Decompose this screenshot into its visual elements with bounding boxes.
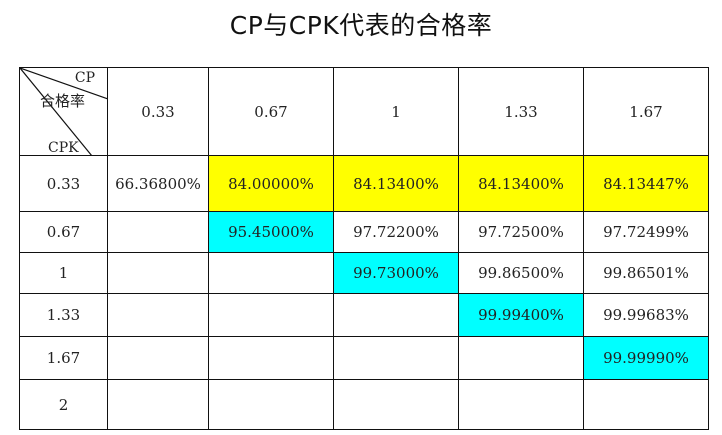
table-cell-highlight: 84.13400% <box>333 155 459 212</box>
column-header: 1.33 <box>458 67 584 156</box>
column-header: 1 <box>333 67 459 156</box>
table-cell <box>333 379 459 430</box>
table-cell <box>107 293 209 337</box>
table-cell-highlight: 99.99990% <box>583 336 709 380</box>
table-row: 1 99.73000% 99.86500% 99.86501% <box>19 252 709 294</box>
column-header: 1.67 <box>583 67 709 156</box>
table-cell-highlight: 99.73000% <box>333 252 459 294</box>
table-cell: 97.72200% <box>333 211 459 253</box>
page-title: CP与CPK代表的合格率 <box>229 11 493 40</box>
row-header: 0.33 <box>19 155 108 212</box>
row-header: 1.67 <box>19 336 108 380</box>
table-row: 1.67 99.99990% <box>19 336 709 380</box>
table-cell-highlight: 99.99400% <box>458 293 584 337</box>
table-cell <box>333 293 459 337</box>
corner-cpk-label: CPK <box>48 140 79 156</box>
row-header: 2 <box>19 379 108 430</box>
table-cell-highlight: 84.00000% <box>208 155 334 212</box>
header-row: CP 合格率 CPK 0.33 0.67 1 1.33 1.67 <box>19 67 709 156</box>
table-cell: 66.36800% <box>107 155 209 212</box>
corner-cell: CP 合格率 CPK <box>19 67 108 156</box>
table-cell <box>583 379 709 430</box>
table-cell: 97.72499% <box>583 211 709 253</box>
table-cell-highlight: 84.13447% <box>583 155 709 212</box>
table-cell <box>208 252 334 294</box>
table-row: 1.33 99.99400% 99.99683% <box>19 293 709 337</box>
row-header: 1 <box>19 252 108 294</box>
table-cell <box>107 336 209 380</box>
table-cell: 99.86500% <box>458 252 584 294</box>
cp-cpk-table: CP 合格率 CPK 0.33 0.67 1 1.33 1.67 0.33 66… <box>19 67 709 430</box>
table-cell <box>458 379 584 430</box>
row-header: 1.33 <box>19 293 108 337</box>
table-cell: 99.99683% <box>583 293 709 337</box>
row-header: 0.67 <box>19 211 108 253</box>
table-row: 0.33 66.36800% 84.00000% 84.13400% 84.13… <box>19 155 709 212</box>
column-header: 0.67 <box>208 67 334 156</box>
table-cell <box>107 379 209 430</box>
table-cell <box>208 293 334 337</box>
table-cell <box>107 252 209 294</box>
table-cell <box>107 211 209 253</box>
table-cell <box>208 379 334 430</box>
table-cell <box>333 336 459 380</box>
corner-rate-label: 合格率 <box>40 92 86 110</box>
table-cell-highlight: 95.45000% <box>208 211 334 253</box>
table-cell: 99.86501% <box>583 252 709 294</box>
diagonal-lines <box>20 68 107 155</box>
column-header: 0.33 <box>107 67 209 156</box>
table-cell: 97.72500% <box>458 211 584 253</box>
table-cell <box>208 336 334 380</box>
table-cell-highlight: 84.13400% <box>458 155 584 212</box>
corner-cp-label: CP <box>74 70 95 86</box>
table-cell <box>458 336 584 380</box>
table-row: 0.67 95.45000% 97.72200% 97.72500% 97.72… <box>19 211 709 253</box>
table-row: 2 <box>19 379 709 430</box>
